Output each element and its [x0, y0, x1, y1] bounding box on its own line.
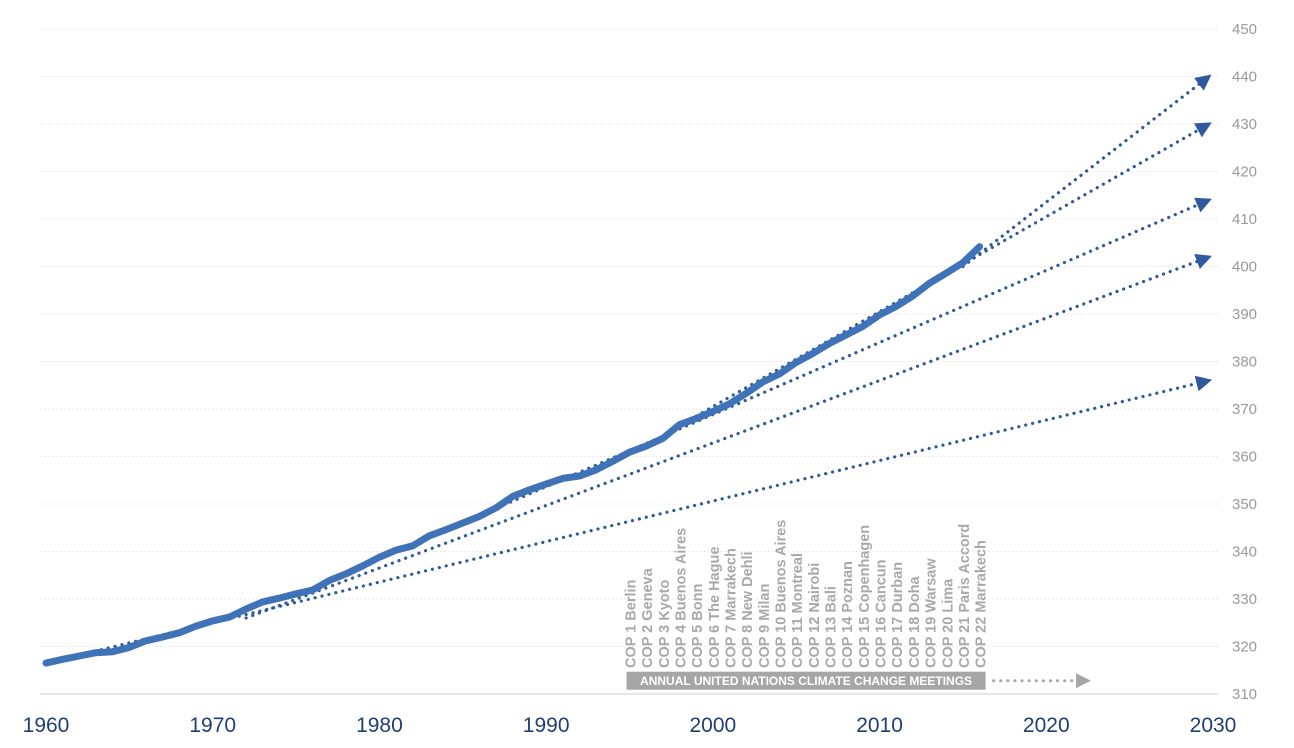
y-tick-label: 370 — [1232, 401, 1257, 418]
banner-background — [626, 671, 986, 690]
y-tick-label: 400 — [1232, 259, 1257, 276]
cop-label: COP 1 Berlin — [624, 580, 640, 668]
cop-label: COP 11 Montreal — [790, 553, 806, 668]
cop-label: COP 6 The Hague — [707, 547, 723, 668]
cop-label: COP 16 Cancun — [874, 559, 890, 668]
y-axis-ticks: 310 320 330 340 350 360 370 380 390 400 410 420 430 4… — [1232, 21, 1257, 703]
co2-series-line — [42, 243, 984, 667]
cop-label: COP 10 Buenos Aires — [774, 520, 790, 668]
cop-label: COP 7 Marrakech — [724, 548, 740, 668]
cop-label: COP 9 Milan — [757, 584, 773, 668]
projection-line — [411, 197, 1212, 546]
banner-label: ANNUAL UNITED NATIONS CLIMATE CHANGE MEE… — [640, 674, 972, 688]
x-axis-ticks: 1960 1970 1980 1990 2000 2010 2020 2030 — [23, 714, 1237, 737]
y-tick-label: 320 — [1232, 639, 1257, 656]
cop-labels: COP 1 Berlin COP 2 Geneva COP 3 Kyoto COP 4… — [624, 520, 990, 668]
y-tick-label: 340 — [1232, 544, 1257, 561]
y-tick-label: 450 — [1232, 21, 1257, 38]
cop-label: COP 2 Geneva — [640, 567, 656, 668]
projection-line — [694, 122, 1212, 418]
cop-label: COP 4 Buenos Aires — [674, 528, 690, 668]
x-tick-label: 1960 — [23, 714, 70, 737]
cop-label: COP 13 Bali — [824, 586, 840, 668]
y-tick-label: 430 — [1232, 116, 1257, 133]
x-tick-label: 2020 — [1023, 714, 1070, 737]
y-tick-label: 380 — [1232, 354, 1257, 371]
x-tick-label: 2030 — [1190, 714, 1237, 737]
cop-label: COP 21 Paris Accord — [957, 524, 973, 668]
x-tick-label: 1970 — [189, 714, 236, 737]
y-tick-label: 410 — [1232, 211, 1257, 228]
y-tick-label: 390 — [1232, 306, 1257, 323]
y-tick-label: 350 — [1232, 496, 1257, 513]
x-tick-label: 1980 — [356, 714, 403, 737]
cop-label: COP 20 Lima — [940, 578, 956, 668]
data-series — [42, 243, 984, 667]
cop-label: COP 18 Doha — [907, 575, 923, 668]
cop-label: COP 22 Marrakech — [974, 540, 990, 668]
cop-label: COP 12 Nairobi — [807, 563, 823, 668]
y-tick-label: 420 — [1232, 164, 1257, 181]
cop-label: COP 3 Kyoto — [657, 579, 673, 668]
y-tick-label: 310 — [1232, 686, 1257, 703]
cop-label: COP 15 Copenhagen — [857, 525, 873, 668]
cop-label: COP 17 Durban — [890, 562, 906, 668]
projection-line — [44, 375, 1213, 665]
gridlines — [40, 28, 1218, 695]
x-tick-label: 2010 — [856, 714, 903, 737]
projection-lines — [44, 74, 1213, 665]
y-tick-label: 440 — [1232, 69, 1257, 86]
meetings-banner: ANNUAL UNITED NATIONS CLIMATE CHANGE MEE… — [626, 671, 1091, 690]
y-tick-label: 360 — [1232, 449, 1257, 466]
y-tick-label: 330 — [1232, 591, 1257, 608]
x-tick-label: 1990 — [523, 714, 570, 737]
cop-label: COP 14 Poznan — [840, 561, 856, 668]
projection-line — [961, 74, 1212, 269]
x-tick-label: 2000 — [689, 714, 736, 737]
cop-label: COP 19 Warsaw — [924, 558, 940, 668]
cop-label: COP 5 Bonn — [690, 584, 706, 668]
projection-line — [244, 254, 1212, 620]
cop-label: COP 8 New Dehli — [740, 551, 756, 668]
